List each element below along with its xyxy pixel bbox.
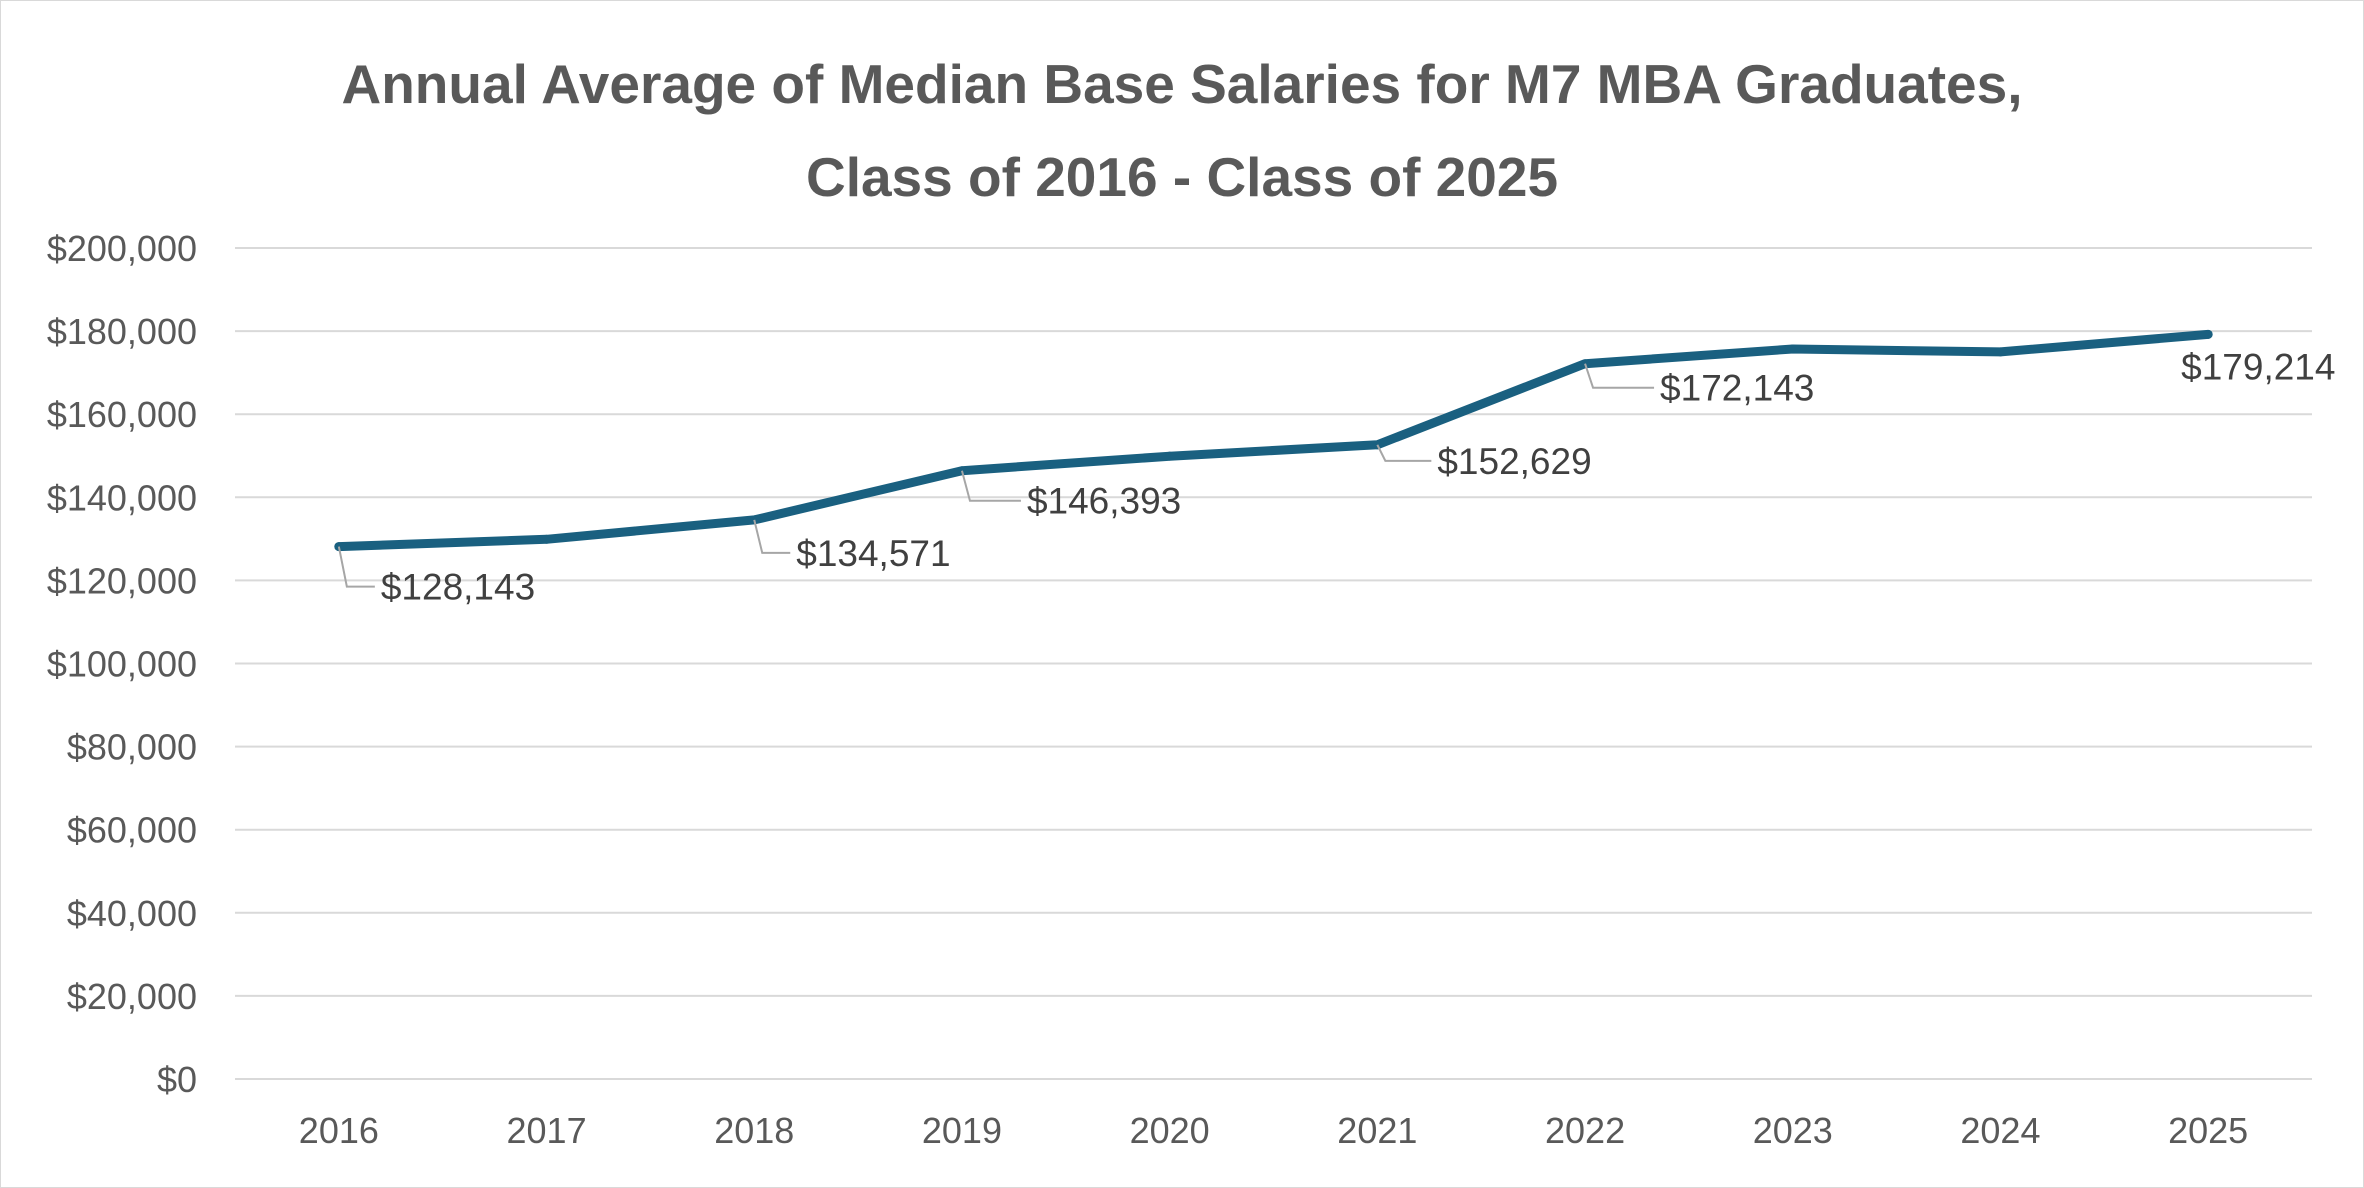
x-tick-label: 2024 — [1960, 1110, 2040, 1151]
data-label-leader — [337, 546, 375, 588]
data-label-leader — [1584, 363, 1655, 389]
x-tick-label: 2018 — [714, 1110, 794, 1151]
y-tick-label: $40,000 — [67, 893, 197, 934]
x-tick-label: 2025 — [2168, 1110, 2248, 1151]
data-label: $134,571 — [796, 533, 950, 574]
data-point — [1165, 451, 1175, 461]
data-label: $179,214 — [2181, 346, 2335, 387]
data-point — [2203, 329, 2213, 339]
y-tick-label: $20,000 — [67, 976, 197, 1017]
chart-title-line: Class of 2016 - Class of 2025 — [805, 146, 1559, 208]
data-point — [542, 534, 552, 544]
data-point — [1995, 347, 2005, 357]
y-tick-label: $140,000 — [47, 477, 197, 518]
x-tick-label: 2017 — [507, 1110, 587, 1151]
y-tick-label: $180,000 — [47, 311, 197, 352]
x-tick-label: 2021 — [1337, 1110, 1417, 1151]
x-tick-label: 2019 — [922, 1110, 1002, 1151]
data-label: $128,143 — [381, 567, 535, 608]
data-point — [1788, 344, 1798, 354]
x-tick-label: 2016 — [299, 1110, 379, 1151]
data-label-leader — [960, 470, 1021, 502]
data-label-leader — [1376, 444, 1432, 462]
data-label-leader — [753, 519, 791, 554]
x-tick-label: 2022 — [1545, 1110, 1625, 1151]
x-tick-label: 2023 — [1753, 1110, 1833, 1151]
y-tick-label: $100,000 — [47, 644, 197, 685]
x-tick-label: 2020 — [1130, 1110, 1210, 1151]
data-label: $172,143 — [1660, 368, 1814, 409]
series-line — [334, 329, 2213, 552]
y-tick-label: $0 — [157, 1059, 197, 1100]
chart-title: Annual Average of Median Base Salaries f… — [0, 38, 2364, 224]
chart-title-line: Annual Average of Median Base Salaries f… — [341, 53, 2023, 115]
y-tick-label: $160,000 — [47, 394, 197, 435]
y-tick-label: $200,000 — [47, 228, 197, 269]
y-tick-label: $80,000 — [67, 727, 197, 768]
y-tick-label: $60,000 — [67, 810, 197, 851]
data-label: $146,393 — [1027, 481, 1181, 522]
data-label: $152,629 — [1437, 441, 1591, 482]
y-tick-label: $120,000 — [47, 560, 197, 601]
